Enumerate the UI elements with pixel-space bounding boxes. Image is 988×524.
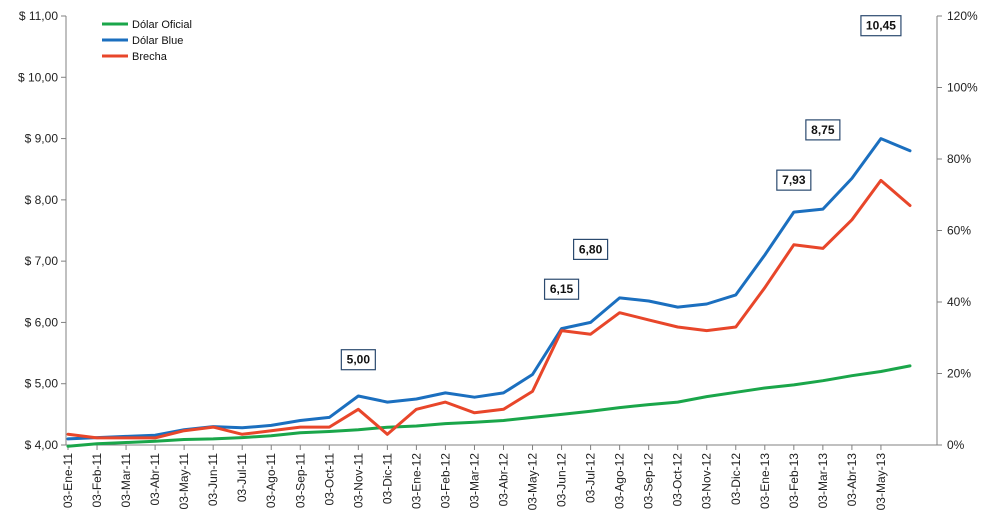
x-tick-label: 03-Abr-11 [148, 453, 162, 506]
legend-label: Dólar Blue [132, 35, 183, 47]
callout-box [860, 15, 902, 37]
y-right-tick-label: 0% [947, 438, 965, 452]
x-tick-label: 03-Abr-13 [845, 453, 859, 507]
y-right-tick-label: 80% [947, 152, 971, 166]
callout-label: 5,00 [347, 353, 371, 367]
x-tick-label: 03-May-11 [177, 453, 191, 510]
callout-box [776, 169, 812, 191]
y-right-tick-label: 100% [947, 81, 978, 95]
x-tick-label: 03-Oct-12 [671, 453, 685, 507]
callout-box [572, 238, 609, 260]
x-tick-label: 03-Abr-12 [497, 453, 511, 507]
callout-label: 7,93 [782, 173, 806, 187]
x-tick-label: 03-Mar-13 [816, 453, 830, 509]
callout-label: 10,45 [866, 19, 896, 33]
callout-box [805, 119, 841, 141]
legend-label: Brecha [132, 51, 168, 63]
y-left-tick-label: $ 7,00 [25, 254, 59, 268]
x-tick-label: 03-Jul-12 [584, 453, 598, 503]
x-tick-label: 03-Jun-11 [206, 453, 220, 506]
x-tick-label: 03-Oct-11 [322, 453, 336, 506]
x-tick-label: 03-Dic-11 [380, 453, 394, 504]
y-left-tick-label: $ 8,00 [25, 193, 59, 207]
callout-label: 6,15 [550, 282, 574, 296]
callout-box [340, 349, 376, 371]
y-left-tick-label: $ 6,00 [25, 315, 59, 329]
x-tick-label: 03-Ago-11 [264, 453, 278, 508]
x-tick-label: 03-Sep-11 [293, 453, 307, 508]
y-left-tick-label: $ 5,00 [25, 377, 59, 391]
series-line-1 [66, 364, 912, 448]
callout-label: 8,75 [811, 123, 835, 137]
x-tick-label: 03-Jun-12 [555, 453, 569, 507]
x-tick-label: 03-Ene-13 [758, 453, 772, 509]
y-left-tick-label: $ 4,00 [25, 438, 59, 452]
y-right-tick-label: 20% [947, 367, 971, 381]
x-tick-label: 03-May-13 [874, 453, 888, 511]
y-left-tick-label: $ 10,00 [18, 70, 58, 84]
x-tick-label: 03-Jul-11 [235, 453, 249, 502]
y-left-tick-label: $ 9,00 [25, 132, 59, 146]
legend-label: Dólar Oficial [132, 19, 192, 31]
x-tick-label: 03-Ene-11 [61, 453, 75, 508]
x-tick-label: 03-Ene-12 [409, 453, 423, 509]
x-tick-label: 03-Nov-12 [700, 453, 714, 509]
callout-box [543, 278, 580, 300]
x-tick-label: 03-Mar-11 [119, 453, 133, 508]
x-tick-label: 03-Feb-13 [787, 453, 801, 509]
x-tick-label: 03-Feb-11 [90, 453, 104, 508]
series-line-3 [66, 178, 912, 440]
x-tick-label: 03-Nov-11 [351, 453, 365, 508]
callout-label: 6,80 [579, 242, 603, 256]
x-tick-label: 03-Sep-12 [642, 453, 656, 509]
x-tick-label: 03-Mar-12 [467, 453, 481, 509]
y-right-tick-label: 120% [947, 9, 978, 23]
x-tick-label: 03-May-12 [526, 453, 540, 511]
x-tick-label: 03-Dic-12 [729, 453, 743, 505]
x-tick-label: 03-Feb-12 [438, 453, 452, 509]
y-left-tick-label: $ 11,00 [19, 9, 58, 23]
x-tick-label: 03-Ago-12 [613, 453, 627, 509]
y-right-tick-label: 60% [947, 224, 971, 238]
y-right-tick-label: 40% [947, 295, 971, 309]
